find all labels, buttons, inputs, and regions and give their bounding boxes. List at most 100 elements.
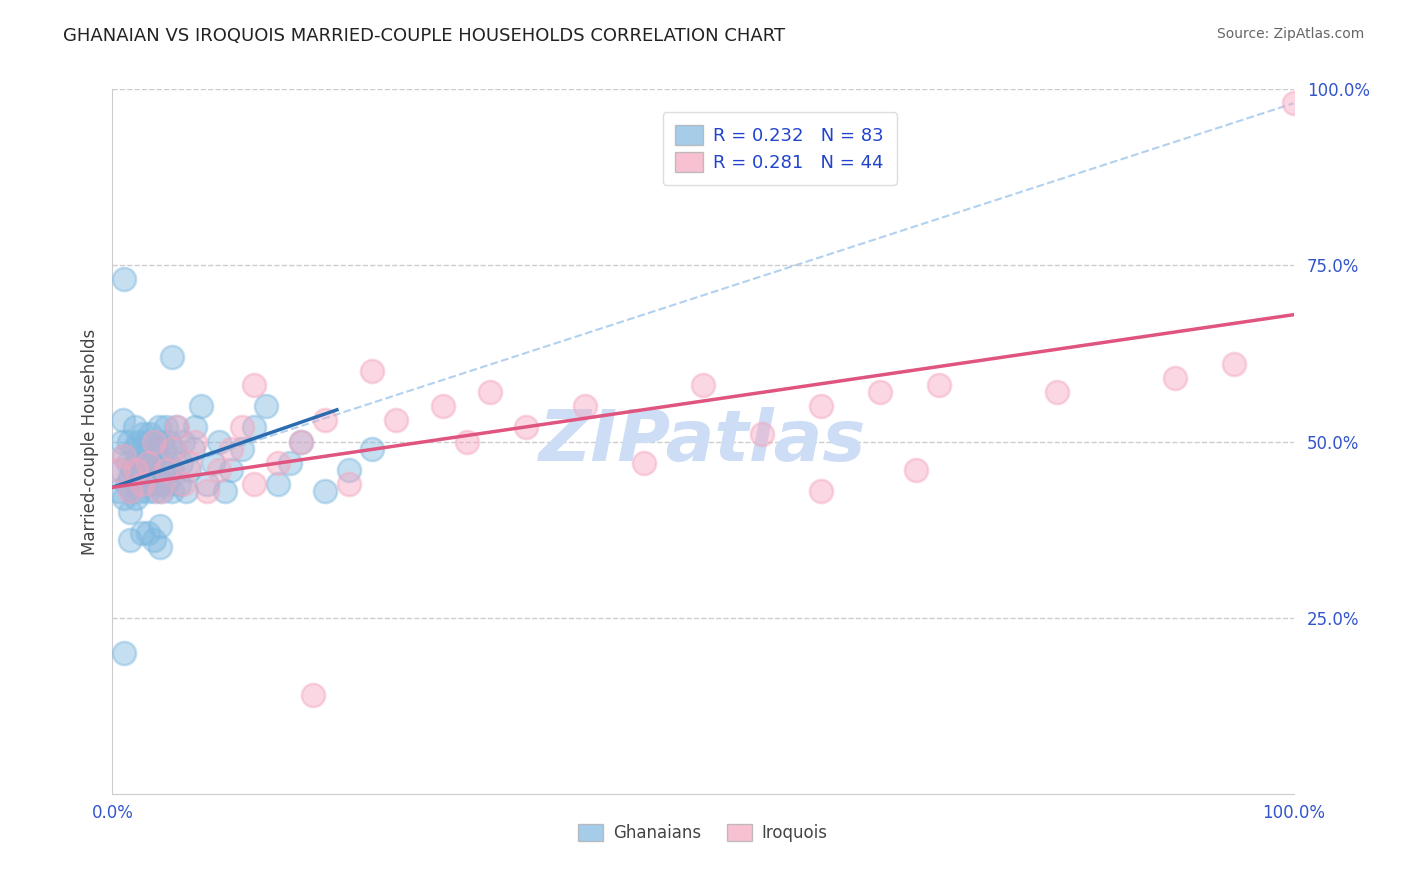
Point	[231, 442, 253, 456]
Point	[231, 420, 253, 434]
Point	[337, 463, 360, 477]
Point	[184, 420, 207, 434]
Point	[456, 434, 478, 449]
Point	[120, 469, 142, 483]
Point	[150, 483, 173, 498]
Point	[172, 476, 194, 491]
Point	[134, 476, 156, 491]
Point	[928, 378, 950, 392]
Point	[149, 434, 172, 449]
Point	[115, 476, 138, 491]
Point	[290, 434, 312, 449]
Point	[181, 442, 204, 456]
Point	[219, 442, 242, 456]
Point	[149, 541, 172, 555]
Point	[131, 449, 153, 463]
Point	[243, 420, 266, 434]
Point	[136, 463, 159, 477]
Point	[190, 399, 212, 413]
Point	[160, 442, 183, 456]
Point	[515, 420, 537, 434]
Point	[1223, 357, 1246, 371]
Point	[219, 463, 242, 477]
Point	[142, 434, 165, 449]
Point	[167, 476, 190, 491]
Point	[135, 434, 157, 449]
Point	[574, 399, 596, 413]
Point	[163, 442, 186, 456]
Point	[633, 456, 655, 470]
Y-axis label: Married-couple Households: Married-couple Households	[80, 328, 98, 555]
Point	[142, 456, 165, 470]
Point	[132, 427, 155, 442]
Point	[136, 483, 159, 498]
Point	[208, 463, 231, 477]
Point	[170, 456, 193, 470]
Point	[136, 456, 159, 470]
Point	[120, 483, 142, 498]
Point	[1164, 371, 1187, 385]
Point	[165, 420, 187, 434]
Point	[120, 505, 142, 519]
Point	[146, 442, 169, 456]
Point	[157, 434, 180, 449]
Point	[385, 413, 408, 427]
Point	[127, 476, 149, 491]
Point	[135, 456, 157, 470]
Point	[243, 378, 266, 392]
Point	[141, 476, 163, 491]
Point	[121, 463, 143, 477]
Point	[127, 463, 149, 477]
Point	[156, 456, 179, 470]
Point	[432, 399, 454, 413]
Point	[149, 476, 172, 491]
Point	[267, 476, 290, 491]
Point	[122, 442, 145, 456]
Point	[243, 476, 266, 491]
Point	[112, 413, 135, 427]
Point	[112, 449, 135, 463]
Point	[156, 476, 179, 491]
Point	[195, 476, 218, 491]
Text: GHANAIAN VS IROQUOIS MARRIED-COUPLE HOUSEHOLDS CORRELATION CHART: GHANAIAN VS IROQUOIS MARRIED-COUPLE HOUS…	[63, 27, 786, 45]
Point	[118, 434, 141, 449]
Point	[152, 463, 174, 477]
Point	[314, 483, 336, 498]
Point	[107, 463, 129, 477]
Point	[112, 272, 135, 286]
Point	[810, 483, 832, 498]
Point	[149, 456, 172, 470]
Point	[214, 483, 236, 498]
Point	[142, 533, 165, 548]
Point	[125, 456, 148, 470]
Point	[361, 364, 384, 378]
Point	[110, 463, 132, 477]
Point	[1282, 96, 1305, 111]
Point	[179, 463, 201, 477]
Point	[314, 413, 336, 427]
Point	[904, 463, 927, 477]
Point	[160, 463, 183, 477]
Point	[143, 483, 166, 498]
Point	[172, 434, 194, 449]
Point	[160, 483, 183, 498]
Point	[361, 442, 384, 456]
Point	[184, 434, 207, 449]
Point	[125, 491, 148, 505]
Point	[267, 456, 290, 470]
Point	[155, 463, 177, 477]
Point	[117, 456, 139, 470]
Point	[195, 483, 218, 498]
Point	[111, 434, 134, 449]
Point	[120, 483, 142, 498]
Point	[751, 427, 773, 442]
Point	[302, 688, 325, 702]
Point	[166, 420, 188, 434]
Legend: Ghanaians, Iroquois: Ghanaians, Iroquois	[572, 817, 834, 849]
Point	[107, 483, 129, 498]
Point	[869, 385, 891, 400]
Point	[201, 456, 224, 470]
Point	[692, 378, 714, 392]
Point	[124, 420, 146, 434]
Point	[160, 350, 183, 364]
